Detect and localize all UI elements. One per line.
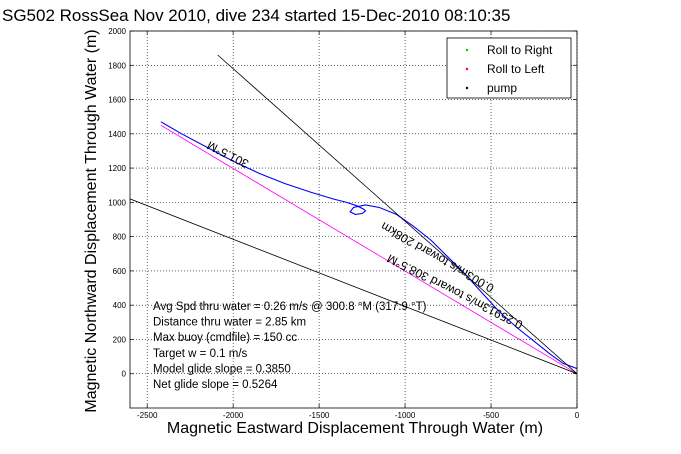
legend-marker-1	[465, 67, 469, 71]
plot-area: -2500 -2000 -1500 -1000 -500 0 0 200 400 600 800 10…	[108, 27, 580, 420]
annotation-3: Target w = 0.1 m/s	[153, 348, 248, 360]
chart-title: SG502 RossSea Nov 2010, dive 234 started…	[2, 6, 510, 25]
x-tick-label-0: -2500	[137, 411, 158, 420]
legend-marker-0	[465, 48, 469, 52]
axes-frame	[129, 30, 578, 409]
annotation-5: Net glide slope = 0.5264	[153, 379, 278, 391]
x-tick-label-3: -1000	[395, 411, 416, 420]
y-tick-label-2: 400	[113, 301, 127, 310]
y-tick-label-8: 1600	[108, 96, 126, 105]
series-line-2	[130, 198, 577, 375]
y-tick-label-6: 1200	[108, 164, 126, 173]
y-axis-label: Magnetic Northward Displacement Through …	[83, 29, 100, 412]
y-tick-label-7: 1400	[108, 130, 126, 139]
series-line-0	[160, 121, 577, 370]
y-tick-label-0: 0	[122, 370, 127, 379]
x-tick-label-5: 0	[575, 411, 580, 420]
series-line-3	[217, 54, 577, 374]
y-tick-label-4: 800	[113, 233, 127, 242]
annotation-4: Model glide slope = 0.3850	[153, 363, 291, 375]
legend-label-2: pump	[487, 81, 517, 95]
series-line-1	[160, 124, 577, 375]
y-tick-label-3: 600	[113, 267, 127, 276]
x-tick-label-1: -2000	[223, 411, 244, 420]
annotation-0: Avg Spd thru water = 0.26 m/s @ 300.8 °M…	[153, 301, 427, 313]
y-tick-label-9: 1800	[108, 61, 126, 70]
y-tick-label-10: 2000	[108, 27, 126, 36]
annotation-1: Distance thru water = 2.85 km	[153, 317, 306, 329]
legend-label-0: Roll to Right	[487, 43, 553, 57]
annotation-2: Max buoy (cmdfile) = 150 cc	[153, 332, 297, 344]
legend-label-1: Roll to Left	[487, 62, 545, 76]
x-tick-label-4: -500	[483, 411, 500, 420]
x-tick-label-2: -1500	[309, 411, 330, 420]
legend-marker-2	[465, 86, 469, 90]
y-tick-label-5: 1000	[108, 198, 126, 207]
y-tick-label-1: 200	[113, 335, 127, 344]
x-axis-label: Magnetic Eastward Displacement Through W…	[167, 420, 543, 437]
